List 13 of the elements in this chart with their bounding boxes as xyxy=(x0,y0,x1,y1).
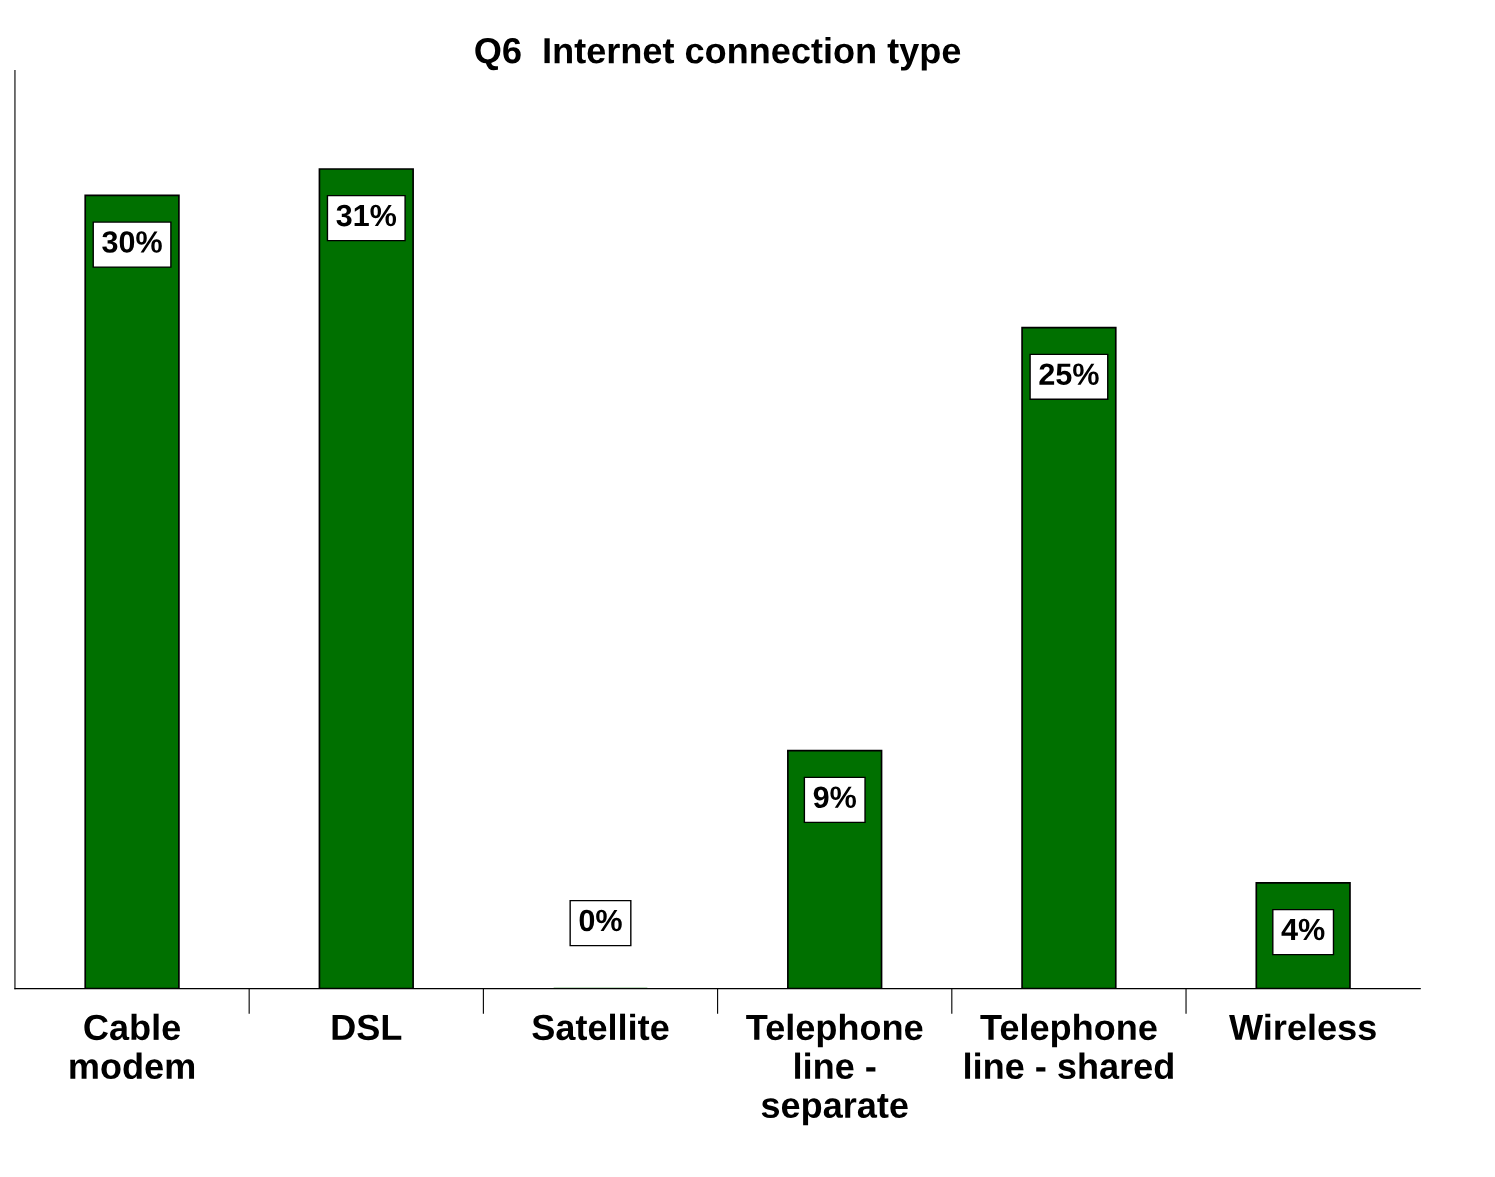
x-tick-label: Satellite xyxy=(532,1013,669,1041)
x-tick-label: Telephone line - separate xyxy=(746,1013,923,1126)
data-label: 25% xyxy=(1039,363,1099,386)
x-tick-label: Telephone line - shared xyxy=(965,1013,1173,1080)
data-label: 9% xyxy=(813,786,856,809)
chart-title: Q6 Internet connection type xyxy=(475,36,961,71)
data-label: 0% xyxy=(579,909,622,932)
data-label: 31% xyxy=(336,204,397,227)
x-tick-label: Wireless xyxy=(1229,1013,1376,1041)
data-label: 30% xyxy=(102,231,162,253)
x-tick-label: Cable modem xyxy=(70,1013,195,1080)
x-tick-label: DSL xyxy=(332,1014,402,1041)
data-label: 4% xyxy=(1281,918,1325,941)
